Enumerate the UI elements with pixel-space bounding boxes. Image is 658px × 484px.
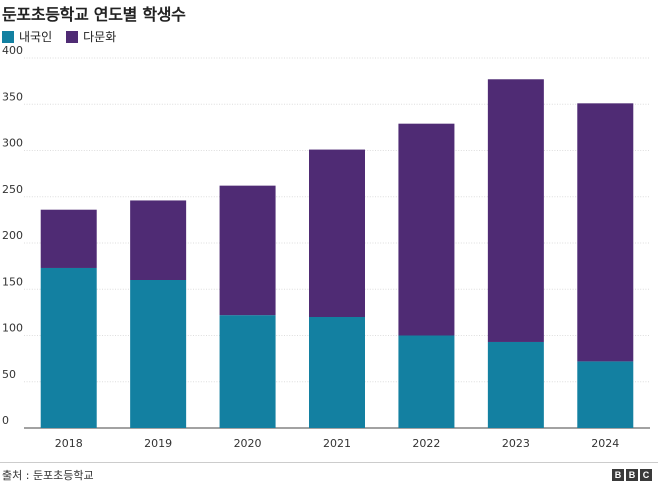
- x-tick-label: 2023: [502, 437, 530, 450]
- y-tick-label: 350: [2, 90, 23, 103]
- bar-multicultural-2023: [487, 79, 544, 342]
- stacked-bar-chart: 0 50 100 150 200 250 300 350 400 2018 2019 2020 2021…: [2, 44, 650, 450]
- x-tick-label: 2024: [591, 437, 619, 450]
- legend-label-multicultural: 다문화: [83, 30, 117, 44]
- legend-swatch-multicultural: [66, 30, 79, 43]
- logo-letter-b2: B: [626, 469, 638, 481]
- x-tick-label: 2018: [55, 437, 83, 450]
- y-tick-label: 150: [2, 275, 23, 288]
- bbc-logo: B B C: [612, 469, 652, 481]
- bar-multicultural-2018: [40, 209, 97, 268]
- y-tick-label: 400: [2, 44, 23, 57]
- y-tick-label: 50: [2, 368, 16, 381]
- bar-domestic-2023: [487, 341, 544, 428]
- bar-multicultural-2022: [398, 123, 455, 336]
- bar-multicultural-2024: [577, 103, 634, 362]
- bar-domestic-2022: [398, 335, 455, 428]
- legend-item-multicultural: 다문화: [66, 28, 116, 45]
- bar-multicultural-2021: [309, 149, 365, 317]
- bar-multicultural-2019: [130, 200, 187, 280]
- x-tick-label: 2020: [234, 437, 262, 450]
- bar-domestic-2024: [577, 361, 634, 428]
- logo-letter-b1: B: [612, 469, 624, 481]
- bar-multicultural-2020: [219, 185, 276, 316]
- x-tick-label: 2019: [144, 437, 172, 450]
- y-tick-label: 0: [2, 414, 9, 427]
- y-tick-label: 300: [2, 137, 23, 150]
- legend-swatch-domestic: [2, 30, 14, 43]
- chart-title: 둔포초등학교 연도별 학생수: [2, 5, 186, 24]
- y-tick-label: 100: [2, 322, 23, 335]
- bar-domestic-2019: [130, 280, 187, 428]
- y-tick-label: 250: [2, 183, 23, 196]
- legend-item-domestic: 내국인: [2, 28, 52, 45]
- bar-domestic-2021: [309, 317, 365, 428]
- x-tick-label: 2022: [412, 437, 440, 450]
- logo-letter-c: C: [640, 469, 652, 481]
- bar-domestic-2020: [219, 315, 276, 428]
- legend: 내국인 다문화: [2, 28, 116, 45]
- source-note: 출처 : 둔포초등학교: [2, 469, 94, 482]
- y-tick-label: 200: [2, 229, 23, 242]
- footer-divider: [0, 462, 658, 463]
- bar-domestic-2018: [40, 267, 97, 428]
- x-tick-label: 2021: [323, 437, 351, 450]
- legend-label-domestic: 내국인: [19, 30, 53, 44]
